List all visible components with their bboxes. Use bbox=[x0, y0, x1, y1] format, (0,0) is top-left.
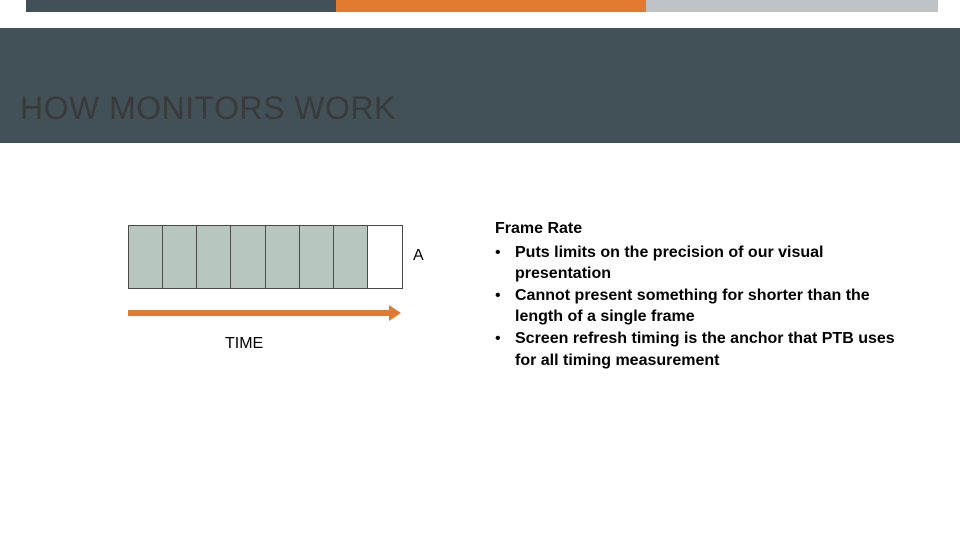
frame-cell bbox=[197, 226, 231, 288]
bullet-text: Puts limits on the precision of our visu… bbox=[515, 242, 905, 285]
frame-cell bbox=[163, 226, 197, 288]
bullet-marker: • bbox=[495, 285, 515, 328]
content-block: Frame Rate •Puts limits on the precision… bbox=[495, 218, 905, 371]
bullet-marker: • bbox=[495, 242, 515, 285]
bullet-text: Screen refresh timing is the anchor that… bbox=[515, 328, 905, 371]
bullet-marker: • bbox=[495, 328, 515, 371]
bullet-text: Cannot present something for shorter tha… bbox=[515, 285, 905, 328]
frame-cell bbox=[334, 226, 368, 288]
frame-cell bbox=[266, 226, 300, 288]
frame-label-a: A bbox=[413, 247, 424, 265]
content-heading: Frame Rate bbox=[495, 218, 905, 240]
bullet-item: •Screen refresh timing is the anchor tha… bbox=[495, 328, 905, 371]
top-bar-seg-2 bbox=[336, 0, 646, 12]
time-arrow bbox=[128, 310, 401, 326]
frame-cell bbox=[231, 226, 265, 288]
bullet-item: •Cannot present something for shorter th… bbox=[495, 285, 905, 328]
time-label: TIME bbox=[225, 335, 263, 353]
bullet-item: •Puts limits on the precision of our vis… bbox=[495, 242, 905, 285]
time-arrow-shaft bbox=[128, 310, 389, 316]
frame-cell bbox=[300, 226, 334, 288]
time-arrow-head bbox=[389, 305, 401, 321]
page-title: HOW MONITORS WORK bbox=[20, 90, 396, 127]
frames-box bbox=[128, 225, 403, 289]
frame-cell bbox=[368, 226, 402, 288]
frame-cell bbox=[129, 226, 163, 288]
top-bar-seg-3 bbox=[646, 0, 938, 12]
top-bar-seg-1 bbox=[26, 0, 336, 12]
